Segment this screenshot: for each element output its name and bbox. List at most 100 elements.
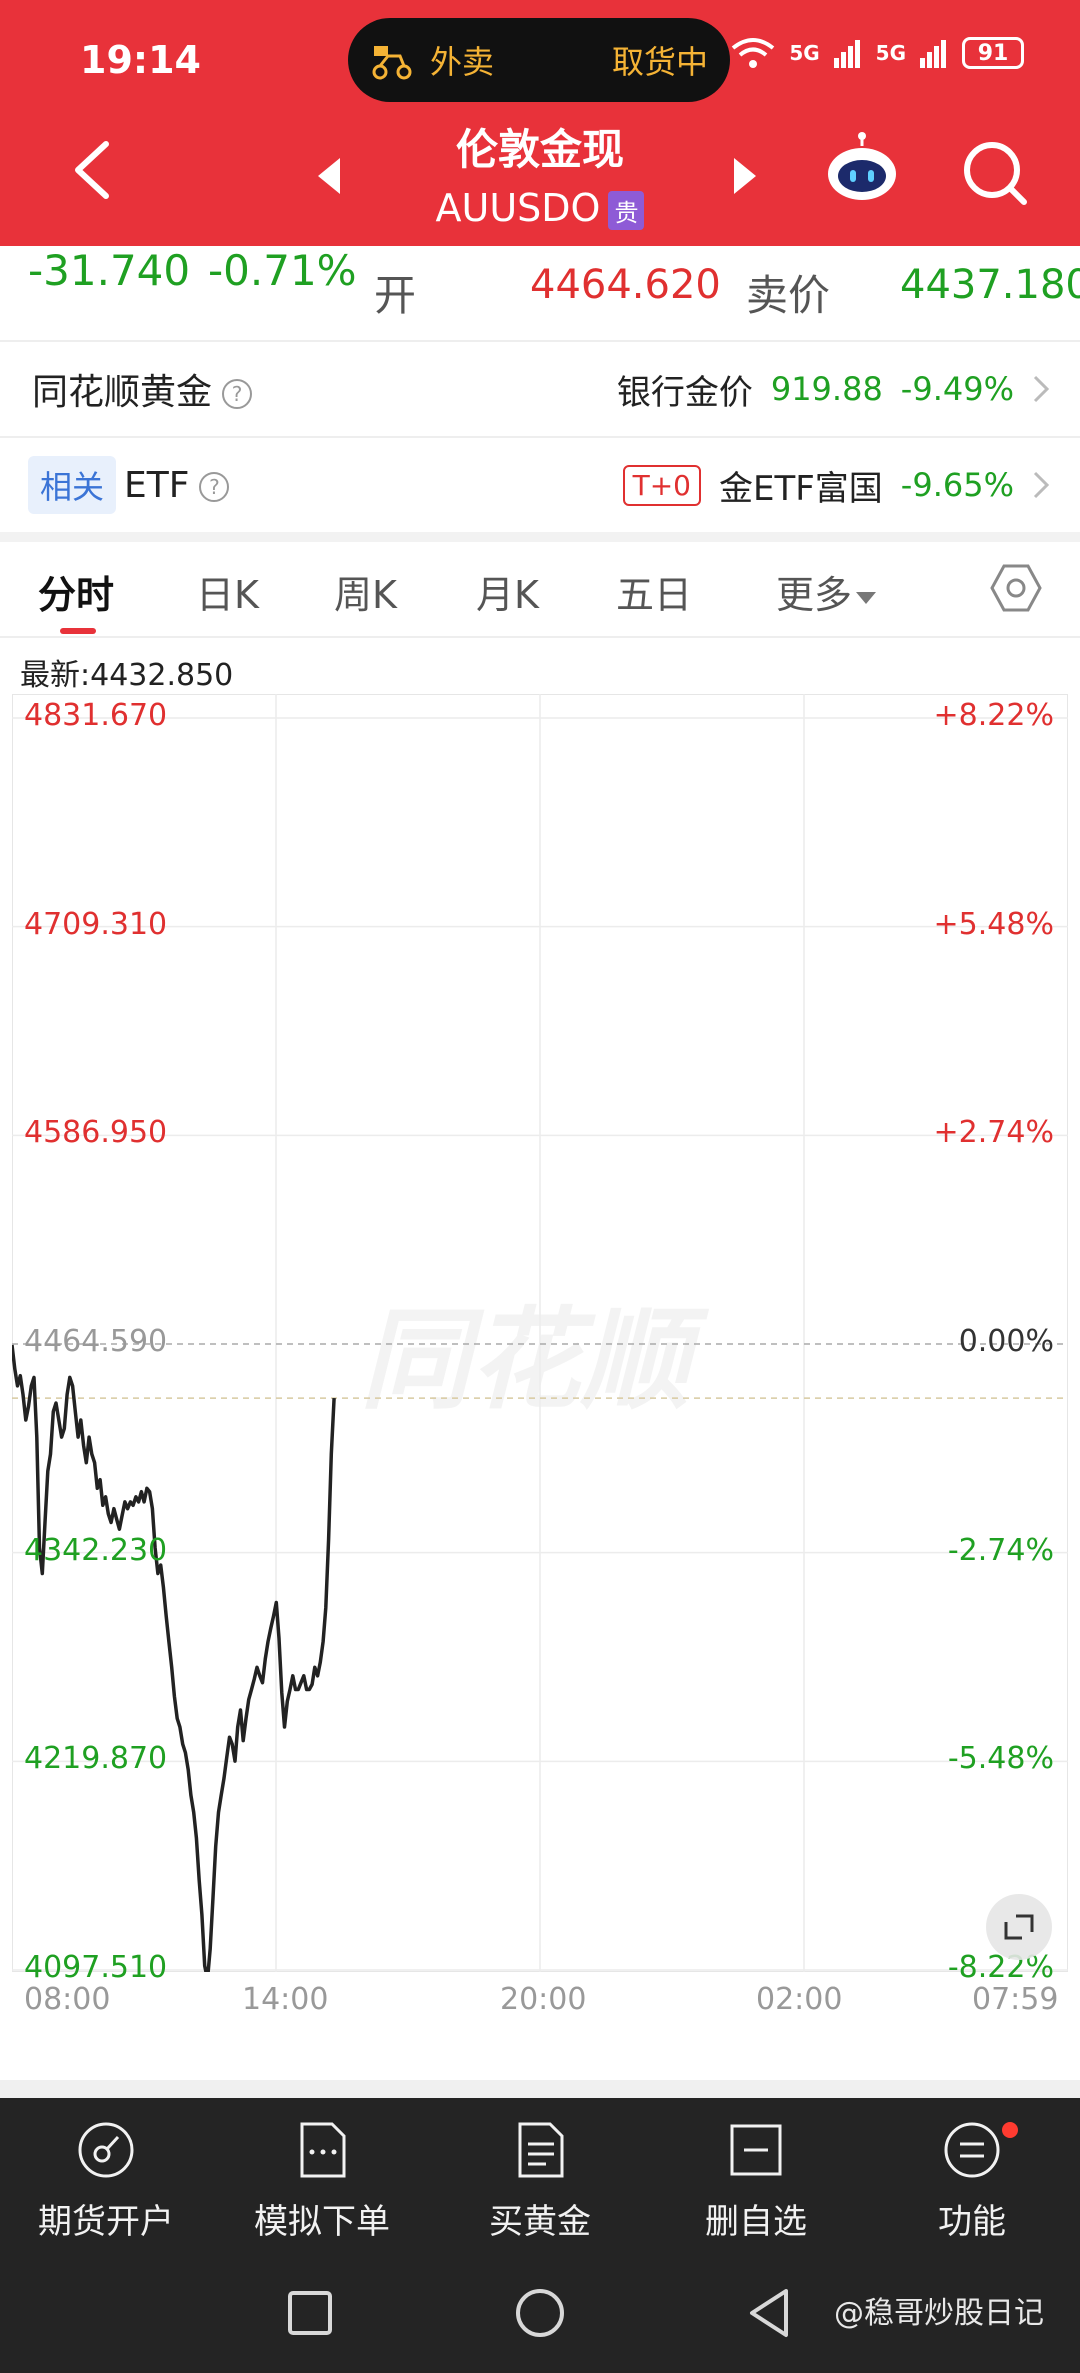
pct-tick-label: +2.74% [933,1115,1054,1151]
back-arrow-icon[interactable] [70,140,114,200]
simulated-order-button[interactable]: 模拟下单 [222,2120,422,2243]
gold-row-label-text: 同花顺黄金 [32,372,213,413]
y-tick-label: 4831.670 [24,698,168,733]
etf-label: ETF? [124,464,230,506]
y-tick-label: 4709.310 [24,906,168,942]
notification-dot [1002,2122,1018,2138]
x-tick-label: 02:00 [756,1982,843,2017]
section-divider-2 [0,2080,1080,2098]
functions-label: 功能 [938,2202,1006,2242]
etf-info-row[interactable]: 相关 ETF? T+0 金ETF富国 -9.65% [0,438,1080,534]
signal-bars-icon [833,40,860,68]
etf-pct: -9.65% [900,466,1014,504]
sell-value: 4437.180 [900,262,1080,308]
gold-info-row[interactable]: 同花顺黄金? 银行金价 919.88 -9.49% [0,342,1080,438]
tab-daily-k[interactable]: 日K [196,573,259,617]
pct-tick-label: -8.22% [947,1950,1054,1985]
search-icon[interactable] [960,138,1030,208]
y-tick-label: 4464.590 [24,1324,168,1359]
remove-watchlist-label: 删自选 [705,2202,807,2242]
signal-5g-label-2: 5G [875,41,906,65]
recent-apps-icon[interactable] [282,2285,338,2341]
quote-row: -31.740 -0.71% 开 4464.620 卖价 4437.180 [0,246,1080,342]
sell-label: 卖价 [746,271,831,320]
section-divider [0,532,1080,542]
x-tick-label: 20:00 [500,1982,587,2017]
simulated-order-label: 模拟下单 [254,2202,390,2242]
watermark-logo: 同花顺 [360,1296,690,1424]
home-icon[interactable] [512,2285,568,2341]
watermark-credit: @稳哥炒股日记 [834,2296,1044,2331]
bank-price-pct: -9.49% [900,370,1014,408]
tab-more[interactable]: 更多 [776,564,877,619]
gold-row-label: 同花顺黄金? [32,363,253,415]
status-time: 19:14 [80,38,201,82]
wifi-icon [732,38,775,68]
signal-5g-label: 5G [789,41,820,65]
system-back-icon[interactable] [742,2285,798,2341]
prev-symbol-icon[interactable] [318,158,340,194]
latest-price-label: 最新:4432.850 [20,658,234,693]
menu-circle-icon [944,2122,1000,2178]
pct-tick-label: -5.48% [947,1741,1054,1777]
fullscreen-button[interactable] [986,1894,1052,1960]
etf-name: 金ETF富国 [718,468,883,509]
y-tick-label: 4342.230 [24,1532,168,1568]
functions-button[interactable]: 功能 [872,2120,1072,2243]
related-tag: 相关 [28,456,117,514]
x-tick-label: 14:00 [242,1982,329,2017]
chevron-right-icon[interactable] [1032,374,1050,404]
tab-intraday[interactable]: 分时 [38,573,115,617]
active-tab-indicator [60,628,96,634]
x-tick-label: 07:59 [972,1982,1059,2017]
remove-watchlist-button[interactable]: 删自选 [656,2120,856,2243]
price-series-line [12,1344,336,1972]
settings-hexagon-icon[interactable] [990,562,1042,614]
delivery-pill[interactable]: 外卖 取货中 [348,18,730,102]
pct-tick-label: +5.48% [933,906,1054,942]
open-label: 开 [374,271,417,320]
tab-weekly-k[interactable]: 周K [334,573,397,617]
buy-gold-button[interactable]: 买黄金 [440,2120,640,2243]
y-tick-label: 4097.510 [24,1950,168,1985]
futures-account-button[interactable]: 期货开户 [6,2120,206,2243]
period-tabs: 分时 日K 周K 月K 五日 更多 [0,542,1080,638]
pct-tick-label: -2.74% [947,1532,1054,1568]
scooter-icon [372,46,412,80]
intraday-chart[interactable] [12,694,1068,1972]
minus-square-icon [730,2124,782,2176]
battery-indicator: 91 [962,37,1024,69]
signal-bars-icon-2 [920,40,946,68]
etf-help-icon[interactable]: ? [199,471,230,502]
robot-assistant-icon[interactable] [824,132,900,208]
y-tick-label: 4586.950 [24,1115,168,1151]
header-bar: 19:14 外卖 取货中 5G 5G [0,0,1080,246]
bank-price-value: 919.88 [770,370,883,408]
buy-gold-label: 买黄金 [489,2202,591,2242]
page-title: 伦敦金现 [455,125,624,174]
symbol-subtitle: AUUSDO 贵 [340,186,740,230]
next-symbol-icon[interactable] [734,158,756,194]
bank-price-label: 银行金价 [616,372,753,413]
bank-gold-price: 银行金价 919.88 -9.49% [617,365,1050,414]
etf-label-text: ETF [124,464,190,506]
etf-quote: T+0 金ETF富国 -9.65% [622,461,1050,510]
tab-monthly-k[interactable]: 月K [476,573,539,617]
expand-icon [1004,1914,1034,1940]
precious-metal-badge: 贵 [608,191,645,230]
tab-five-day[interactable]: 五日 [616,573,693,617]
pct-tick-label: +8.22% [933,698,1054,733]
chevron-right-icon[interactable] [1032,470,1050,500]
tab-more-label: 更多 [776,573,853,617]
caret-down-icon [856,591,877,604]
price-change-pct: -0.71% [208,246,357,295]
gauge-icon [78,2122,134,2178]
x-tick-label: 08:00 [24,1982,111,2017]
help-icon[interactable]: ? [222,379,253,409]
document-dots-icon [300,2122,346,2178]
pct-tick-label: 0.00% [958,1324,1054,1359]
symbol-code: AUUSDO [435,186,601,230]
list-document-icon [518,2122,564,2178]
t0-tag: T+0 [622,464,701,506]
